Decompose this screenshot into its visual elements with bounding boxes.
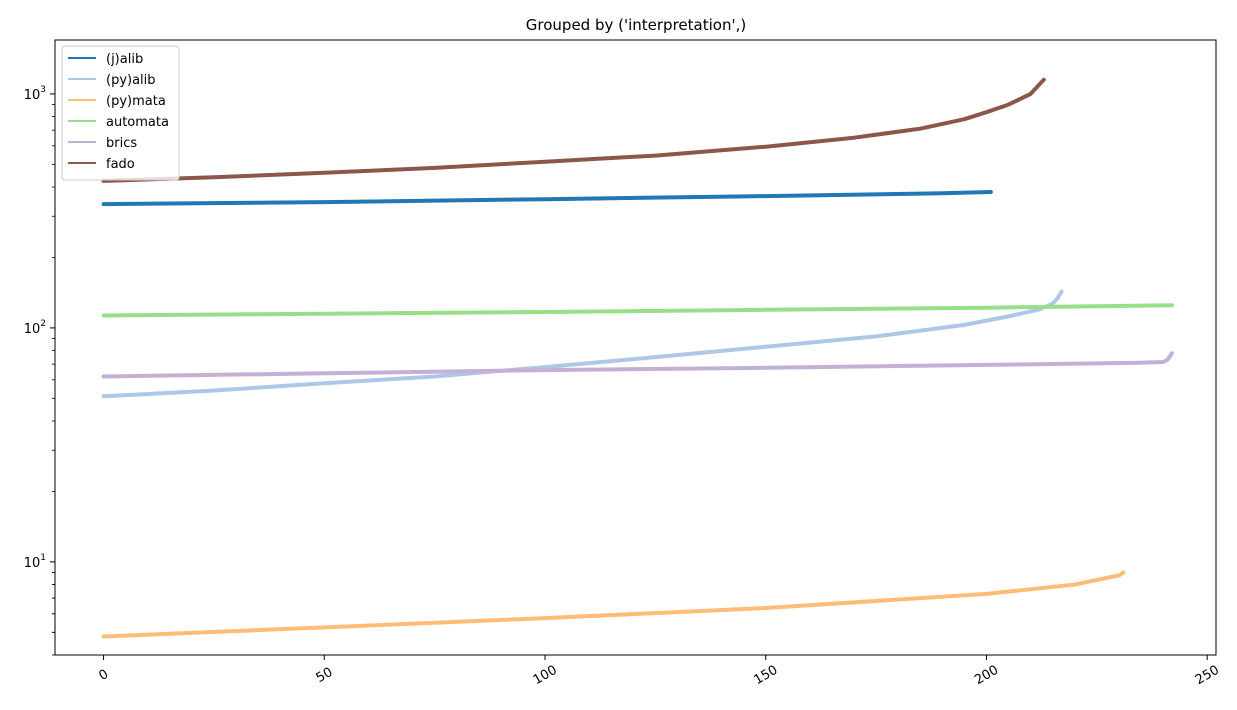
plot-frame — [54, 39, 1217, 656]
series-layer — [101, 77, 1174, 639]
chart-title: Grouped by ('interpretation',) — [526, 16, 746, 34]
series-line-1 — [101, 289, 1064, 399]
legend-label: (py)alib — [106, 73, 156, 88]
legend-label: automata — [106, 115, 169, 130]
series-line-4 — [101, 351, 1174, 379]
y-tick-label: 103 — [24, 85, 46, 103]
x-tick-label: 50 — [314, 665, 336, 686]
series-line-5 — [101, 77, 1046, 183]
legend-label: fado — [106, 157, 135, 172]
legend: (j)alib (py)alib (py)mata automata brics fado — [61, 45, 180, 181]
series-line-3 — [101, 303, 1174, 318]
y-tick-label: 101 — [24, 553, 46, 571]
legend-label: brics — [106, 136, 137, 151]
legend-label: (j)alib — [106, 52, 143, 67]
legend-label: (py)mata — [106, 94, 166, 109]
series-line-0 — [101, 190, 993, 207]
series-line-2 — [101, 570, 1126, 639]
y-tick-label: 102 — [24, 319, 46, 337]
